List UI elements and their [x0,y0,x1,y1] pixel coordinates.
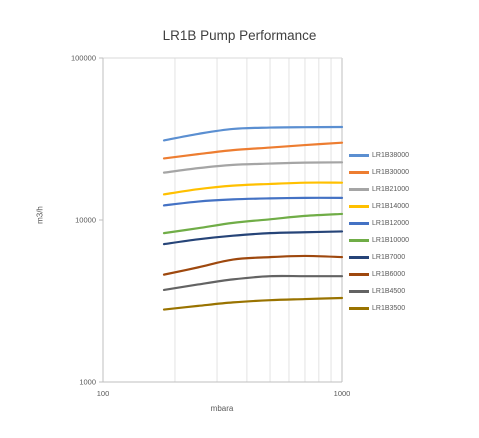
legend-entry: LR1B3500 [349,300,409,317]
legend-entry: LR1B7000 [349,249,409,266]
legend-label: LR1B12000 [372,220,409,227]
legend-label: LR1B10000 [372,237,409,244]
series-lines [162,125,344,311]
legend-entry: LR1B12000 [349,215,409,232]
legend-label: LR1B14000 [372,203,409,210]
legend-entry: LR1B38000 [349,147,409,164]
legend-swatch [349,273,369,276]
legend-entry: LR1B30000 [349,164,409,181]
legend-entry: LR1B4500 [349,283,409,300]
legend: LR1B38000 LR1B30000 LR1B21000 LR1B14000 LR1B… [349,147,409,317]
legend-label: LR1B4500 [372,288,406,295]
series-line-lr1b7000 [162,230,344,246]
x-axis-label: mbara [210,404,234,413]
legend-label: LR1B6000 [372,271,406,278]
legend-swatch [349,239,369,242]
legend-swatch [349,256,369,259]
legend-swatch [349,307,369,310]
series-line-lr1b10000 [162,212,344,235]
legend-swatch [349,222,369,225]
series-line-lr1b14000 [162,181,344,196]
series-line-lr1b3500 [162,296,344,311]
legend-label: LR1B38000 [372,152,409,159]
y-tick-labels: 1000 10000 100000 [71,54,96,387]
legend-label: LR1B30000 [372,169,409,176]
series-line-lr1b38000 [162,125,344,142]
legend-swatch [349,171,369,174]
series-line-lr1b21000 [162,161,344,174]
series-line-lr1b6000 [162,254,344,276]
y-tick-label: 1000 [79,378,96,387]
grid-lines [99,57,343,383]
legend-swatch [349,188,369,191]
y-tick-label: 10000 [75,216,96,225]
legend-label: LR1B3500 [372,305,406,312]
legend-label: LR1B7000 [372,254,406,261]
x-tick-label: 1000 [334,389,351,398]
legend-entry: LR1B10000 [349,232,409,249]
series-line-lr1b30000 [162,141,344,160]
series-line-lr1b12000 [162,196,344,207]
series-line-lr1b4500 [162,274,344,292]
y-axis-label: m3/h [35,206,45,224]
legend-label: LR1B21000 [372,186,409,193]
x-tick-label: 100 [97,389,110,398]
x-tick-labels: 100 1000 [97,389,351,398]
legend-swatch [349,154,369,157]
legend-swatch [349,205,369,208]
legend-entry: LR1B21000 [349,181,409,198]
legend-swatch [349,290,369,293]
chart-title: LR1B Pump Performance [162,28,317,43]
y-tick-label: 100000 [71,54,96,63]
legend-entry: LR1B14000 [349,198,409,215]
legend-entry: LR1B6000 [349,266,409,283]
